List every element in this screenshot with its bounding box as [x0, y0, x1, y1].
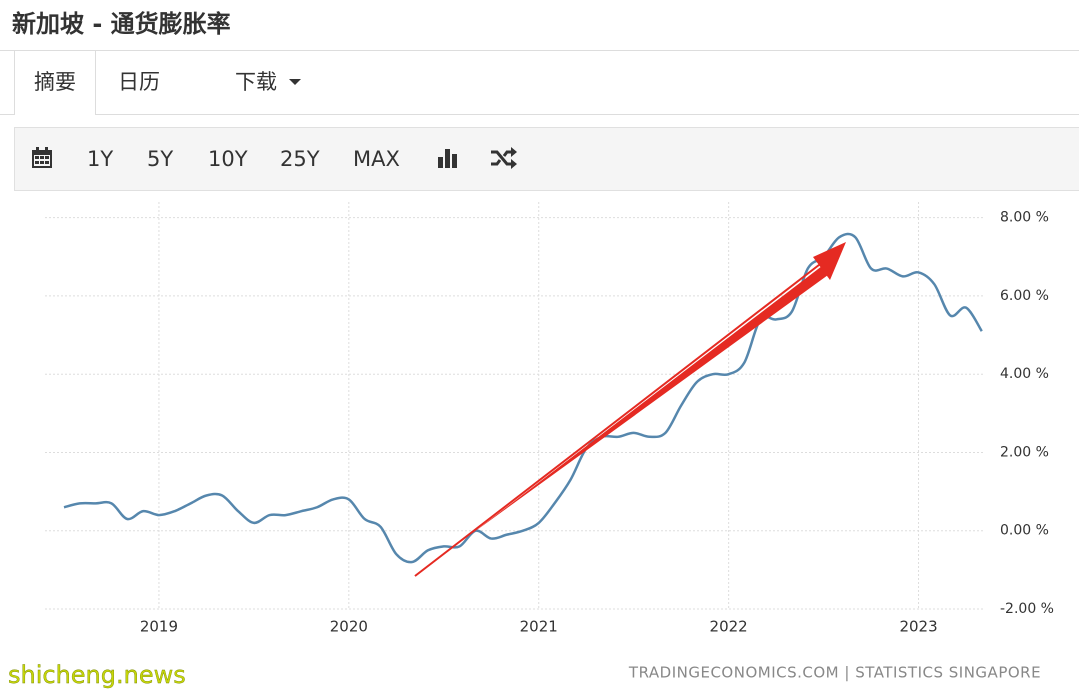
- range-button[interactable]: 25Y: [280, 147, 320, 171]
- tab[interactable]: 日历: [118, 70, 160, 94]
- tab[interactable]: 下载: [235, 70, 277, 94]
- source-credit: TRADINGECONOMICS.COM | STATISTICS SINGAP…: [628, 664, 1041, 682]
- annotation-arrow-body: [470, 266, 828, 535]
- bar-chart-icon[interactable]: [437, 148, 459, 168]
- data-line: [63, 232, 983, 564]
- y-tick-label: 8.00 %: [1000, 210, 1049, 226]
- shuffle-icon[interactable]: [490, 147, 518, 169]
- range-button[interactable]: 5Y: [147, 147, 174, 171]
- x-tick-label: 2019: [140, 618, 178, 636]
- y-tick-label: 4.00 %: [1000, 366, 1049, 382]
- tab-bar: 摘要 日历 下载: [0, 50, 1079, 115]
- range-button[interactable]: MAX: [353, 147, 400, 171]
- toolbar: 1Y 5Y 10Y 25Y MAX: [14, 127, 1079, 191]
- range-button[interactable]: 10Y: [208, 147, 248, 171]
- x-tick-label: 2022: [710, 618, 748, 636]
- y-tick-label: 6.00 %: [1000, 288, 1049, 304]
- x-tick-label: 2023: [899, 618, 937, 636]
- page-title: 新加坡 - 通货膨胀率: [12, 10, 231, 38]
- annotation-arrow-shaft: [414, 254, 833, 577]
- y-tick-label: 2.00 %: [1000, 444, 1049, 460]
- x-tick-label: 2021: [520, 618, 558, 636]
- watermark: shicheng.news: [8, 661, 186, 689]
- y-tick-label: -2.00 %: [1000, 601, 1054, 617]
- calendar-icon[interactable]: [31, 147, 53, 169]
- annotation-arrowhead: [813, 242, 846, 280]
- x-tick-label: 2020: [330, 618, 368, 636]
- y-tick-label: 0.00 %: [1000, 523, 1049, 539]
- range-button[interactable]: 1Y: [87, 147, 114, 171]
- dropdown-caret: [289, 79, 301, 85]
- tab[interactable]: 摘要: [14, 51, 96, 115]
